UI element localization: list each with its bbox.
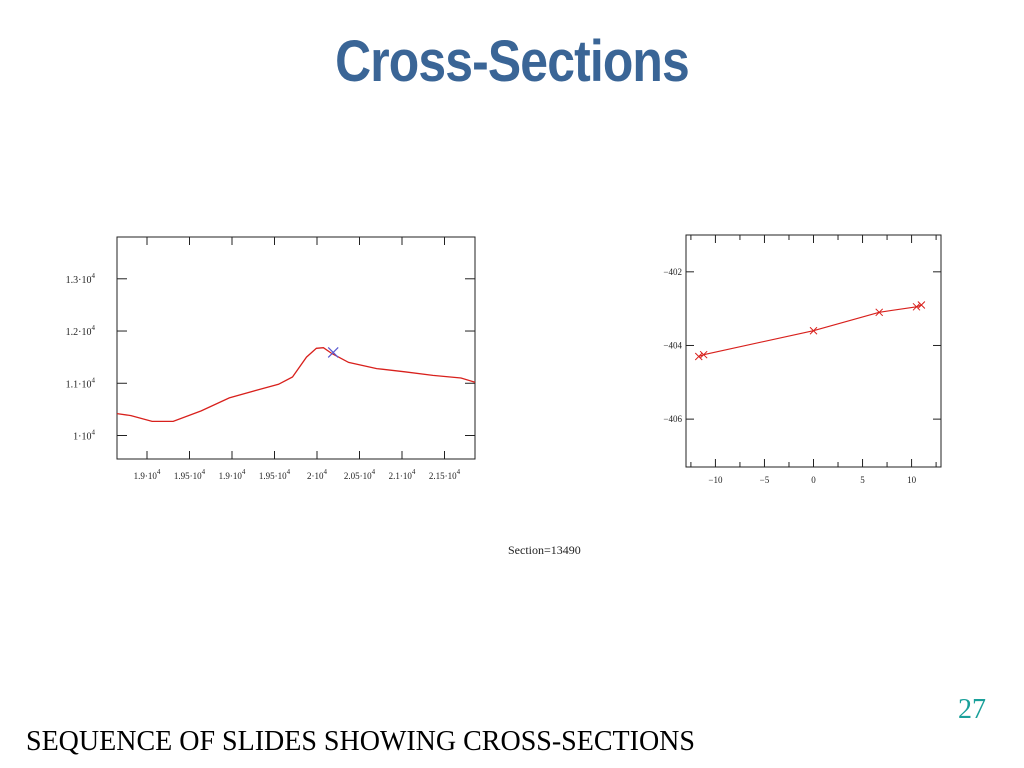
chart-left-ytick-label: 1·104	[73, 428, 95, 442]
chart-left-xtick-label: 1.95·104	[174, 468, 206, 481]
chart-left-xtick-label: 1.9·104	[219, 468, 246, 481]
chart-left-xtick-label: 2.15·104	[429, 468, 461, 481]
chart-right-xtick-label: −10	[708, 475, 723, 485]
chart-left-marker	[327, 347, 339, 358]
chart-right-frame	[685, 234, 942, 468]
chart-left-xtick-label: 2·104	[307, 468, 328, 481]
chart-left-xtick-label: 2.05·104	[344, 468, 376, 481]
chart-right-point	[699, 350, 708, 359]
chart-right-xtick-label: −5	[760, 475, 770, 485]
chart-left: 1·104 1.1·104 1.2·104 1.3·104 1.9·104 1.95·10…	[66, 236, 476, 481]
chart-right-point	[809, 326, 818, 335]
chart-right-ytick-label: −404	[663, 340, 682, 350]
chart-left-xtick-label: 1.9·104	[134, 468, 161, 481]
section-label: Section=13490	[508, 543, 581, 557]
chart-right-series-line	[698, 304, 922, 358]
chart-left-frame	[116, 236, 476, 460]
chart-right-xtick-label: 0	[811, 475, 816, 485]
chart-right-xtick-label: 5	[860, 475, 865, 485]
chart-left-ytick-label: 1.1·104	[66, 376, 96, 390]
chart-left-xtick-label: 2.1·104	[389, 468, 416, 481]
chart-right-point	[875, 308, 884, 317]
chart-left-ytick-label: 1.2·104	[66, 324, 96, 338]
chart-left-series-line	[116, 347, 476, 423]
chart-left-xtick-label: 1.95·104	[259, 468, 291, 481]
slide-caption: SEQUENCE OF SLIDES SHOWING CROSS-SECTION…	[26, 726, 695, 757]
chart-right-point	[912, 302, 921, 311]
chart-right-ytick-label: −406	[663, 414, 682, 424]
chart-right-xtick-label: 10	[907, 475, 917, 485]
page-number: 27	[958, 694, 986, 725]
slide-title: Cross-Sections	[335, 29, 690, 94]
chart-right-ytick-label: −402	[663, 267, 682, 277]
chart-right-point	[917, 301, 926, 309]
chart-left-ytick-label: 1.3·104	[66, 272, 96, 286]
chart-right: −402 −404 −406 −10 −5 0 5 10	[663, 234, 942, 485]
chart-right-point	[694, 352, 703, 361]
